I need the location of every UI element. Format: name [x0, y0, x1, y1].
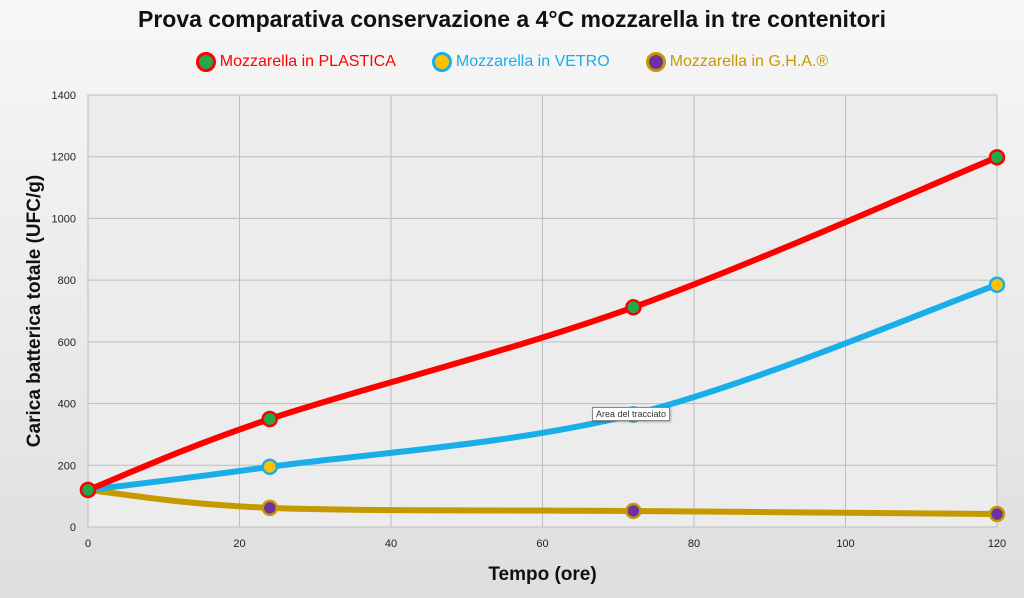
- y-tick-label: 1400: [52, 90, 76, 102]
- x-tick-label: 120: [988, 538, 1006, 550]
- data-point-plastica: [261, 410, 279, 428]
- y-tick-label: 200: [58, 460, 76, 472]
- legend-label-plastica: Mozzarella in PLASTICA: [219, 53, 396, 70]
- x-tick-label: 0: [85, 538, 91, 550]
- y-tick-label: 400: [58, 399, 76, 411]
- y-tick-label: 1000: [52, 213, 76, 225]
- data-point-gha: [625, 502, 642, 520]
- legend-marker-vetro: [431, 52, 452, 72]
- legend-marker-plastica: [195, 52, 216, 72]
- x-tick-label: 40: [385, 538, 397, 550]
- x-tick-label: 80: [688, 538, 700, 550]
- series-line-gha: [85, 486, 1000, 518]
- data-point-gha: [261, 499, 279, 517]
- y-tick-label: 600: [58, 337, 76, 349]
- legend-entry-gha[interactable]: Mozzarella in G.H.A.®: [645, 52, 829, 72]
- x-tick-label: 20: [233, 538, 245, 550]
- x-tick-label: 60: [536, 538, 548, 550]
- y-axis-label: Carica batterica totale (UFC/g): [24, 175, 45, 447]
- legend-entry-plastica[interactable]: Mozzarella in PLASTICA: [195, 52, 396, 72]
- plot-area-tooltip: Area del tracciato: [592, 407, 671, 421]
- x-tick-label: 100: [836, 538, 854, 550]
- data-point-plastica: [79, 481, 97, 499]
- data-point-gha: [988, 505, 1006, 523]
- y-tick-label: 800: [58, 275, 76, 287]
- x-axis-label: Tempo (ore): [488, 564, 596, 585]
- series-line-vetro: [85, 281, 1000, 493]
- legend: Mozzarella in PLASTICA Mozzarella in VET…: [0, 52, 1024, 72]
- series-line-plastica: [85, 154, 1000, 493]
- y-tick-label: 0: [70, 522, 76, 534]
- legend-marker-gha: [645, 52, 666, 72]
- data-point-vetro: [261, 458, 279, 476]
- chart-title: Prova comparativa conservazione a 4°C mo…: [137, 6, 886, 32]
- data-point-plastica: [988, 149, 1006, 166]
- data-point-vetro: [988, 276, 1006, 294]
- legend-label-vetro: Mozzarella in VETRO: [455, 53, 610, 70]
- y-tick-label: 1200: [52, 152, 76, 164]
- legend-label-gha: Mozzarella in G.H.A.®: [669, 53, 829, 70]
- data-point-plastica: [625, 299, 642, 316]
- legend-entry-vetro[interactable]: Mozzarella in VETRO: [431, 52, 610, 72]
